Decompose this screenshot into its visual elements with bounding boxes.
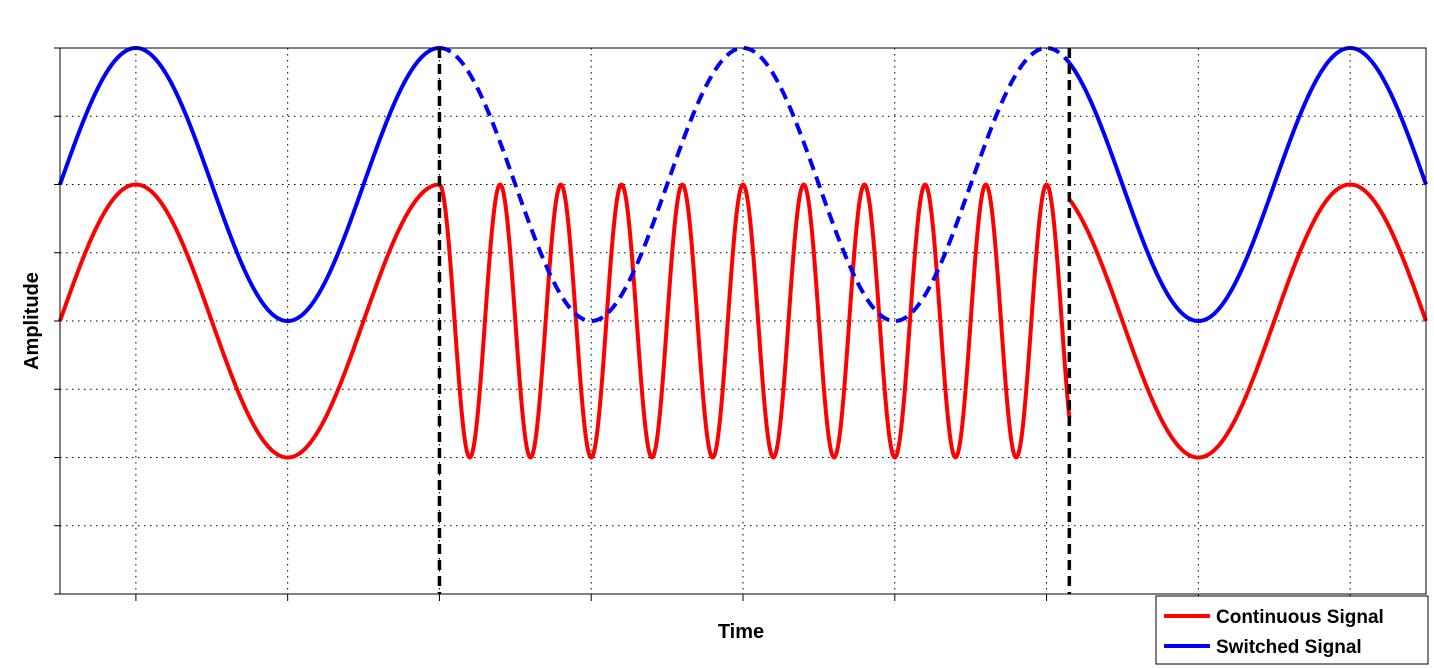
- y-axis-label: Amplitude: [21, 272, 43, 370]
- series-layer: [58, 46, 1428, 460]
- legend-label-switched: Switched Signal: [1216, 637, 1362, 658]
- grid-lines: [60, 48, 1426, 594]
- series-switched-segment-0: [58, 46, 441, 323]
- series-continuous-segment-2: [1067, 182, 1428, 460]
- series-switched-segment-2: [1067, 46, 1428, 323]
- switch-markers: [437, 48, 1072, 594]
- series-continuous-segment-1: [438, 182, 1072, 460]
- series-continuous-segment-0: [58, 182, 441, 460]
- x-axis-label: Time: [718, 621, 764, 643]
- legend-box: [1155, 595, 1429, 665]
- series-switched-segment-1: [438, 46, 1071, 323]
- axis-ticks: [54, 47, 1351, 601]
- legend: Continuous Signal Switched Signal: [1155, 595, 1429, 665]
- legend-label-continuous: Continuous Signal: [1216, 607, 1384, 628]
